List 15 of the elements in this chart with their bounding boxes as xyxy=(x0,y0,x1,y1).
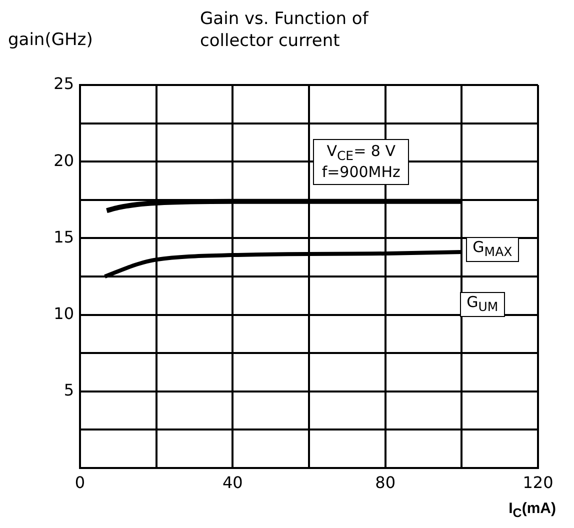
x-tick-label: 40 xyxy=(222,472,243,492)
y-tick-label: 20 xyxy=(54,150,74,170)
y-axis-title: gain(GHz) xyxy=(8,30,93,50)
chart-title: Gain vs. Function of collector current xyxy=(200,8,370,52)
y-tick-label: 5 xyxy=(64,380,74,400)
annotation: G$_{UM}$ xyxy=(460,292,506,317)
annotation: V$_{CE}$= 8 V f=900MHz xyxy=(312,138,410,185)
y-tick-label: 25 xyxy=(54,74,74,94)
x-tick-label: 120 xyxy=(522,472,554,492)
series-label: G$_{MAX}$ xyxy=(466,236,520,262)
x-tick-label: 0 xyxy=(74,472,86,492)
y-tick-label: 15 xyxy=(54,227,74,246)
x-tick-label: 80 xyxy=(375,472,396,492)
y-tick-label: 10 xyxy=(54,304,74,323)
x-axis-title: I$_{C}$(mA) xyxy=(508,500,556,520)
